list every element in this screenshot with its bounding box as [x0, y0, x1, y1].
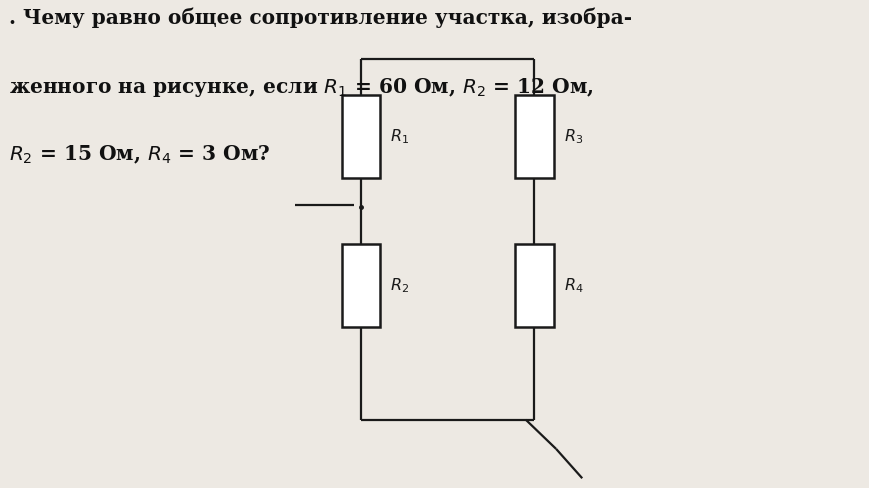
Text: . Чему равно общее сопротивление участка, изобра-: . Чему равно общее сопротивление участка…: [9, 7, 632, 28]
Text: $R_2$: $R_2$: [390, 276, 409, 295]
Bar: [342, 95, 380, 178]
Bar: [515, 95, 554, 178]
Text: $R_4$: $R_4$: [564, 276, 584, 295]
Text: женного на рисунке, если $R_1$ = 60 Ом, $R_2$ = 12 Ом,: женного на рисунке, если $R_1$ = 60 Ом, …: [9, 76, 594, 99]
Bar: [515, 244, 554, 327]
Text: $R_2$ = 15 Ом, $R_4$ = 3 Ом?: $R_2$ = 15 Ом, $R_4$ = 3 Ом?: [9, 144, 270, 166]
Bar: [342, 244, 380, 327]
Text: $R_1$: $R_1$: [390, 127, 409, 146]
Text: $R_3$: $R_3$: [564, 127, 583, 146]
